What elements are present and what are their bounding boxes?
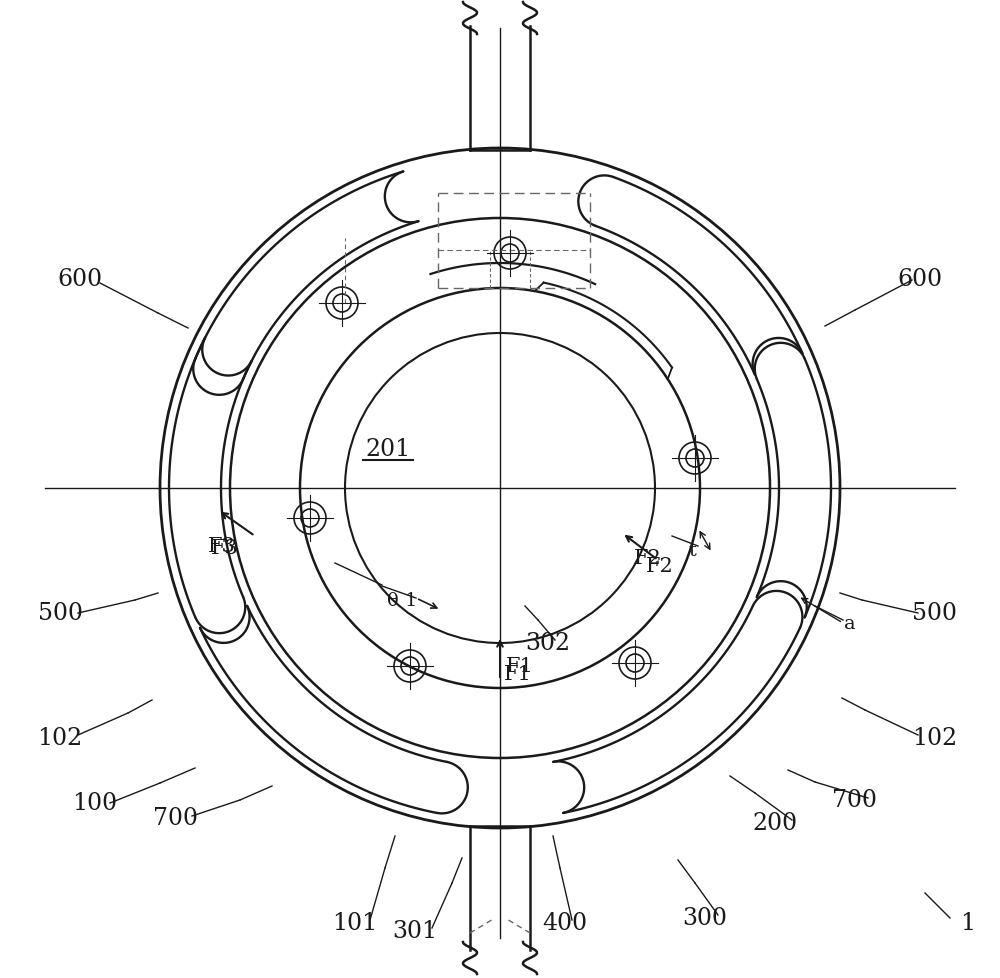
Text: 700: 700 xyxy=(832,788,878,812)
Text: 302: 302 xyxy=(525,632,571,655)
Text: 300: 300 xyxy=(682,907,728,929)
Text: 400: 400 xyxy=(542,911,588,935)
Text: F1: F1 xyxy=(506,657,534,676)
Text: 700: 700 xyxy=(153,807,198,829)
Text: F1: F1 xyxy=(504,664,532,683)
Text: 201: 201 xyxy=(365,437,411,460)
Text: 102: 102 xyxy=(37,727,83,750)
Text: 200: 200 xyxy=(752,812,798,834)
Text: 101: 101 xyxy=(332,911,378,935)
Text: F2: F2 xyxy=(634,549,662,568)
Text: F2: F2 xyxy=(646,556,674,576)
Text: θ 1: θ 1 xyxy=(387,592,417,609)
Text: 500: 500 xyxy=(38,601,83,625)
Text: 102: 102 xyxy=(912,727,958,750)
Text: 100: 100 xyxy=(72,791,118,815)
Text: 1: 1 xyxy=(960,911,976,935)
Text: a: a xyxy=(844,614,856,633)
Text: 301: 301 xyxy=(392,919,438,943)
Text: F3: F3 xyxy=(211,539,239,557)
Text: t: t xyxy=(688,542,696,559)
Text: F3: F3 xyxy=(208,537,236,556)
Text: 600: 600 xyxy=(57,267,103,290)
Text: 600: 600 xyxy=(897,267,943,290)
Text: 500: 500 xyxy=(912,601,958,625)
